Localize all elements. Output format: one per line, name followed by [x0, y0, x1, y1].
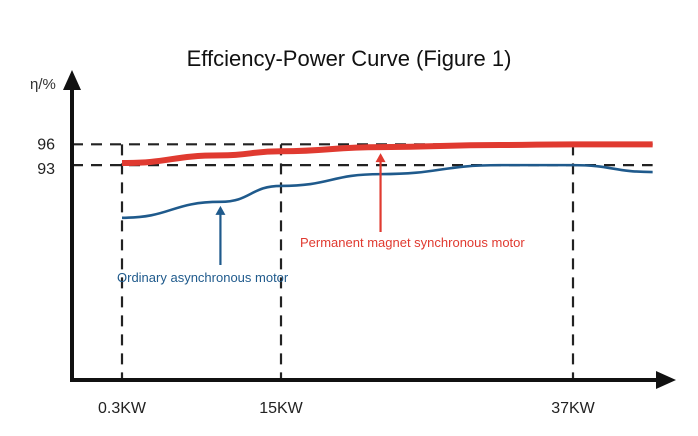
y-tick-label: 96: [37, 136, 55, 153]
x-tick-label: 15KW: [259, 400, 303, 417]
chart-title: Effciency-Power Curve (Figure 1): [187, 46, 512, 71]
annotation-label: Permanent magnet synchronous motor: [300, 235, 525, 250]
x-tick-label: 0.3KW: [98, 400, 147, 417]
series-line-pmsm: [121, 141, 653, 167]
y-tick-label: 93: [37, 161, 55, 178]
y-axis-label: η/%: [30, 76, 56, 93]
arrow-head-icon: [215, 205, 226, 215]
x-axis-arrow-icon: [656, 371, 676, 389]
annotation-label: Ordinary asynchronous motor: [117, 270, 289, 285]
y-axis-arrow-icon: [63, 70, 81, 90]
arrow-head-icon: [375, 153, 386, 163]
x-tick-label: 37KW: [551, 400, 595, 417]
